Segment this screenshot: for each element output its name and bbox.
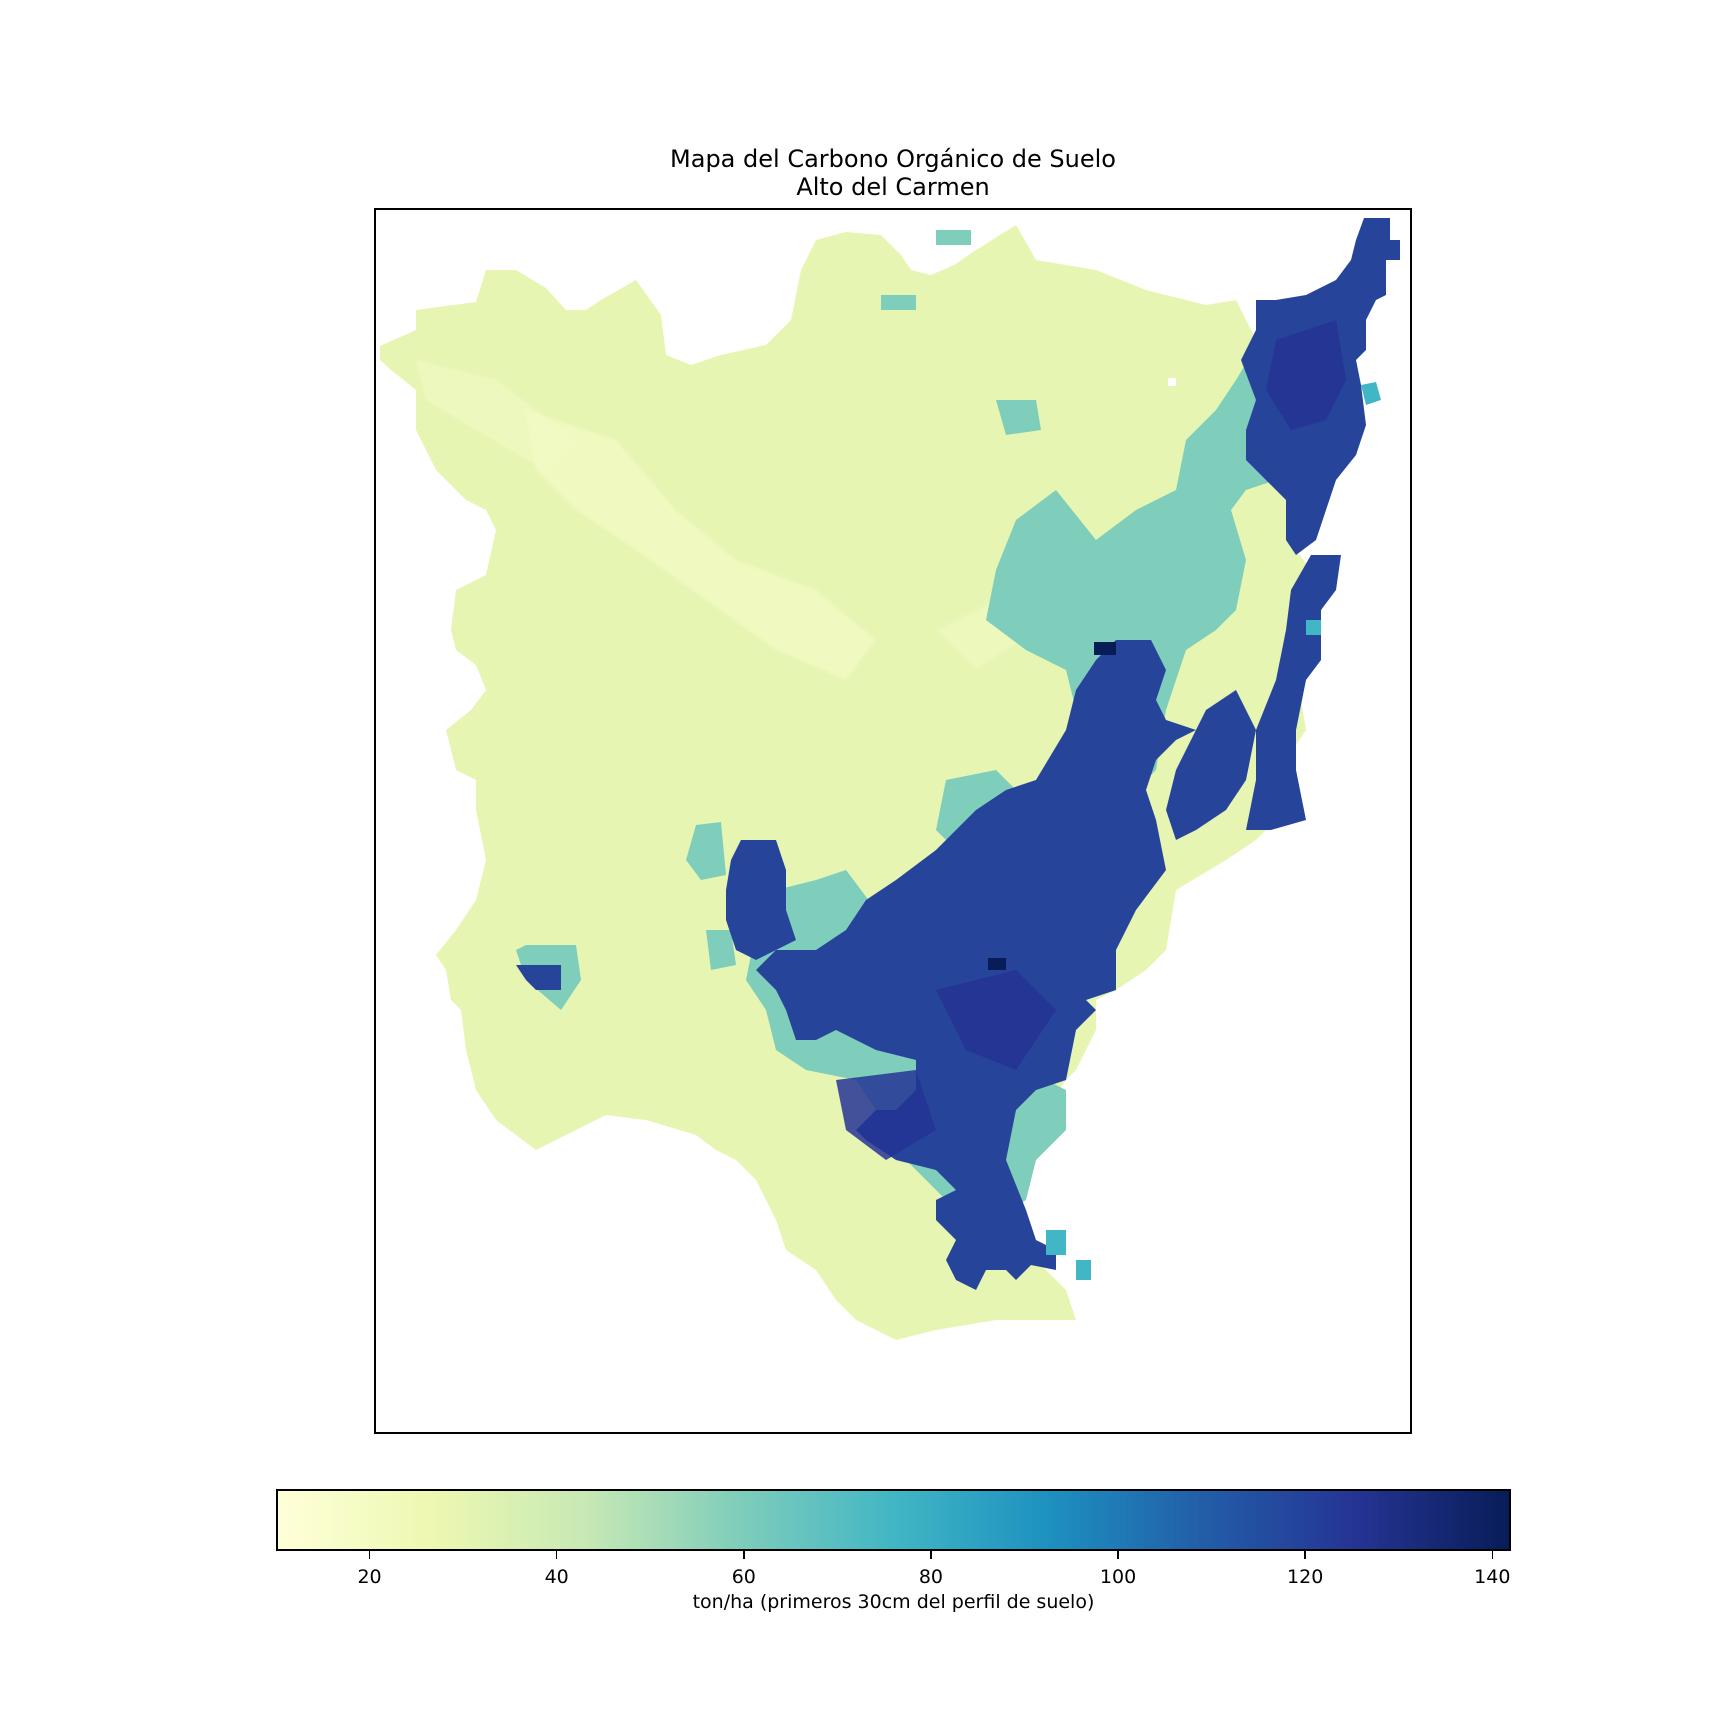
colorbar-tick: 100 [1088,1551,1148,1588]
map-subtitle: Alto del Carmen [796,173,990,201]
colorbar-tick: 80 [901,1551,961,1588]
colorbar-tick-label: 40 [544,1566,569,1588]
region-mid-carbon [986,320,1311,830]
colorbar-tick-label: 80 [918,1566,944,1588]
colorbar-tick-mark [555,1551,558,1559]
colorbar-tick-label: 20 [357,1566,382,1588]
colorbar-tick: 20 [340,1551,400,1588]
colorbar-tick-mark [930,1551,932,1559]
colorbar-tick-mark [743,1551,745,1559]
colorbar-tick: 140 [1462,1551,1522,1588]
colorbar-tick-label: 120 [1287,1566,1324,1588]
colorbar-label: ton/ha (primeros 30cm del perfil de suel… [692,1591,1095,1613]
colorbar-tick-label: 60 [731,1566,756,1588]
colorbar-tick: 120 [1275,1551,1335,1588]
colorbar-tick-mark [1491,1551,1494,1559]
colorbar-tick: 40 [527,1551,587,1588]
colorbar-tick-label: 140 [1474,1566,1511,1588]
colorbar-tick-mark [1304,1551,1306,1559]
colorbar-tick-label: 100 [1099,1566,1137,1588]
colorbar-ticks: 20 40 60 80 100 120 140 [276,1551,1511,1591]
map-plot-area [374,208,1412,1434]
map-title: Mapa del Carbono Orgánico de Suelo [670,145,1116,173]
soil-carbon-map [380,218,1400,1340]
colorbar-tick-mark [368,1551,371,1559]
colorbar-tick: 60 [714,1551,774,1588]
colorbar [276,1489,1511,1551]
colorbar-tick-mark [1117,1551,1119,1559]
